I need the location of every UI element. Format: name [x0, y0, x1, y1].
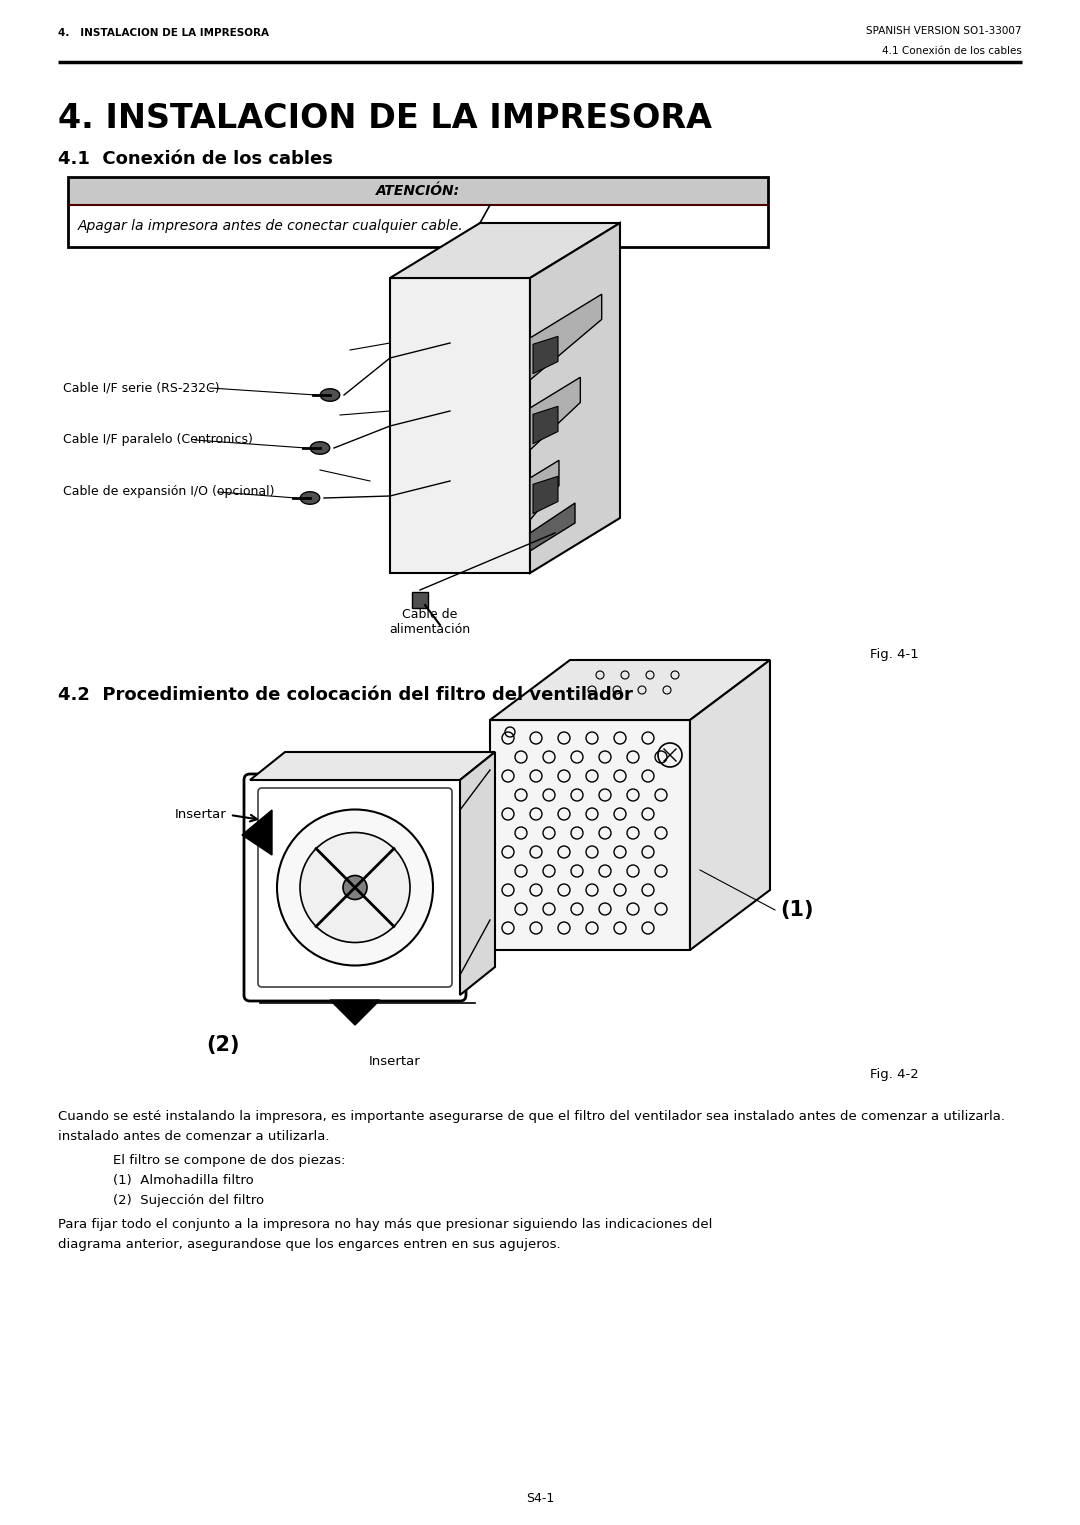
Bar	[390, 278, 530, 573]
Text: Cable de
alimentación: Cable de alimentación	[390, 608, 471, 636]
Circle shape	[343, 875, 367, 900]
Text: (2): (2)	[206, 1035, 240, 1055]
Polygon shape	[534, 337, 558, 374]
Text: S4-1: S4-1	[526, 1491, 554, 1505]
Text: Insertar: Insertar	[175, 808, 227, 822]
Text: 4. INSTALACION DE LA IMPRESORA: 4. INSTALACION DE LA IMPRESORA	[58, 102, 712, 136]
Text: Apagar la impresora antes de conectar cualquier cable.: Apagar la impresora antes de conectar cu…	[78, 220, 463, 233]
Polygon shape	[460, 752, 495, 994]
Bar	[490, 720, 690, 950]
Text: Cable I/F serie (RS-232C): Cable I/F serie (RS-232C)	[63, 381, 219, 395]
Text: 4.   INSTALACION DE LA IMPRESORA: 4. INSTALACION DE LA IMPRESORA	[58, 27, 269, 38]
Polygon shape	[490, 660, 770, 720]
Text: ATENCIÓN:: ATENCIÓN:	[376, 185, 460, 198]
Text: (1)  Almohadilla filtro: (1) Almohadilla filtro	[113, 1174, 254, 1186]
Text: SPANISH VERSION SO1-33007: SPANISH VERSION SO1-33007	[866, 26, 1022, 37]
Polygon shape	[534, 406, 558, 444]
Polygon shape	[530, 377, 580, 450]
Text: 4.1  Conexión de los cables: 4.1 Conexión de los cables	[58, 149, 333, 168]
Text: (1): (1)	[780, 900, 813, 920]
Text: Para fijar todo el conjunto a la impresora no hay más que presionar siguiendo la: Para fijar todo el conjunto a la impreso…	[58, 1218, 713, 1231]
Text: Cuando se esté instalando la impresora, es importante asegurarse de que el filtr: Cuando se esté instalando la impresora, …	[58, 1110, 1005, 1122]
Text: Fig. 4-1: Fig. 4-1	[870, 648, 919, 660]
Polygon shape	[534, 476, 558, 514]
Polygon shape	[310, 442, 329, 454]
Polygon shape	[530, 503, 575, 551]
FancyBboxPatch shape	[244, 775, 465, 1000]
Text: (2)  Sujección del filtro: (2) Sujección del filtro	[113, 1194, 265, 1206]
Circle shape	[300, 833, 410, 942]
Polygon shape	[242, 810, 272, 856]
Polygon shape	[249, 752, 495, 779]
Polygon shape	[390, 223, 620, 278]
Text: 4.1 Conexión de los cables: 4.1 Conexión de los cables	[882, 46, 1022, 56]
Text: Fig. 4-2: Fig. 4-2	[870, 1068, 919, 1081]
Polygon shape	[530, 294, 602, 380]
Text: Cable de expansión I/O (opcional): Cable de expansión I/O (opcional)	[63, 485, 274, 499]
Text: Cable I/F paralelo (Centronics): Cable I/F paralelo (Centronics)	[63, 433, 253, 447]
Polygon shape	[330, 1000, 380, 1025]
Bar	[68, 204, 768, 247]
Text: Insertar: Insertar	[369, 1055, 421, 1068]
Polygon shape	[321, 389, 340, 401]
Polygon shape	[690, 660, 770, 950]
Polygon shape	[530, 461, 559, 520]
Text: diagrama anterior, asegurandose que los engarces entren en sus agujeros.: diagrama anterior, asegurandose que los …	[58, 1238, 561, 1250]
Bar	[68, 177, 768, 204]
Circle shape	[276, 810, 433, 965]
Bar	[68, 177, 768, 247]
Text: El filtro se compone de dos piezas:: El filtro se compone de dos piezas:	[113, 1154, 346, 1167]
Text: 4.2  Procedimiento de colocación del filtro del ventilador: 4.2 Procedimiento de colocación del filt…	[58, 686, 633, 705]
Polygon shape	[300, 491, 320, 505]
Text: instalado antes de comenzar a utilizarla.: instalado antes de comenzar a utilizarla…	[58, 1130, 329, 1144]
Polygon shape	[411, 592, 428, 608]
Polygon shape	[530, 223, 620, 573]
